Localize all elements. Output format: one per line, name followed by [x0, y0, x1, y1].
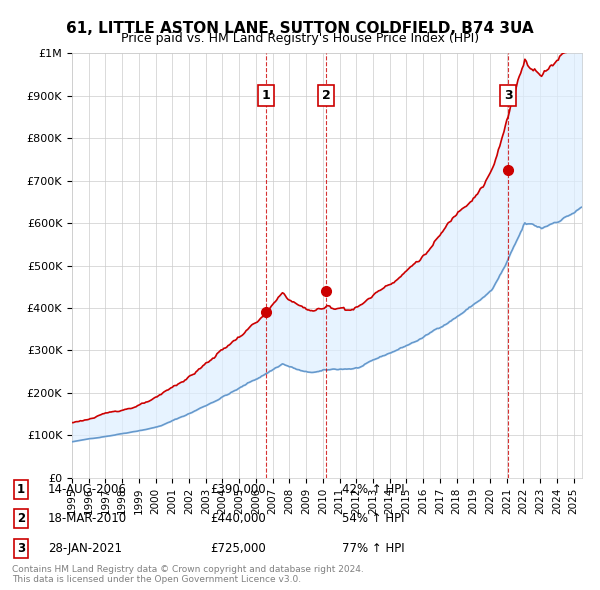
Text: 54% ↑ HPI: 54% ↑ HPI: [342, 512, 404, 525]
Text: 3: 3: [17, 542, 25, 555]
Text: 2: 2: [322, 89, 331, 102]
Text: Price paid vs. HM Land Registry's House Price Index (HPI): Price paid vs. HM Land Registry's House …: [121, 32, 479, 45]
Text: 18-MAR-2010: 18-MAR-2010: [48, 512, 127, 525]
Text: 14-AUG-2006: 14-AUG-2006: [48, 483, 127, 496]
Text: 2: 2: [17, 512, 25, 525]
Text: £390,000: £390,000: [210, 483, 266, 496]
Text: 1: 1: [262, 89, 271, 102]
Text: 61, LITTLE ASTON LANE, SUTTON COLDFIELD, B74 3UA: 61, LITTLE ASTON LANE, SUTTON COLDFIELD,…: [66, 21, 534, 35]
Text: 1: 1: [17, 483, 25, 496]
Text: 28-JAN-2021: 28-JAN-2021: [48, 542, 122, 555]
Text: 3: 3: [504, 89, 512, 102]
Text: £440,000: £440,000: [210, 512, 266, 525]
Text: 42% ↑ HPI: 42% ↑ HPI: [342, 483, 404, 496]
Text: 77% ↑ HPI: 77% ↑ HPI: [342, 542, 404, 555]
Text: £725,000: £725,000: [210, 542, 266, 555]
Text: Contains HM Land Registry data © Crown copyright and database right 2024.
This d: Contains HM Land Registry data © Crown c…: [12, 565, 364, 584]
